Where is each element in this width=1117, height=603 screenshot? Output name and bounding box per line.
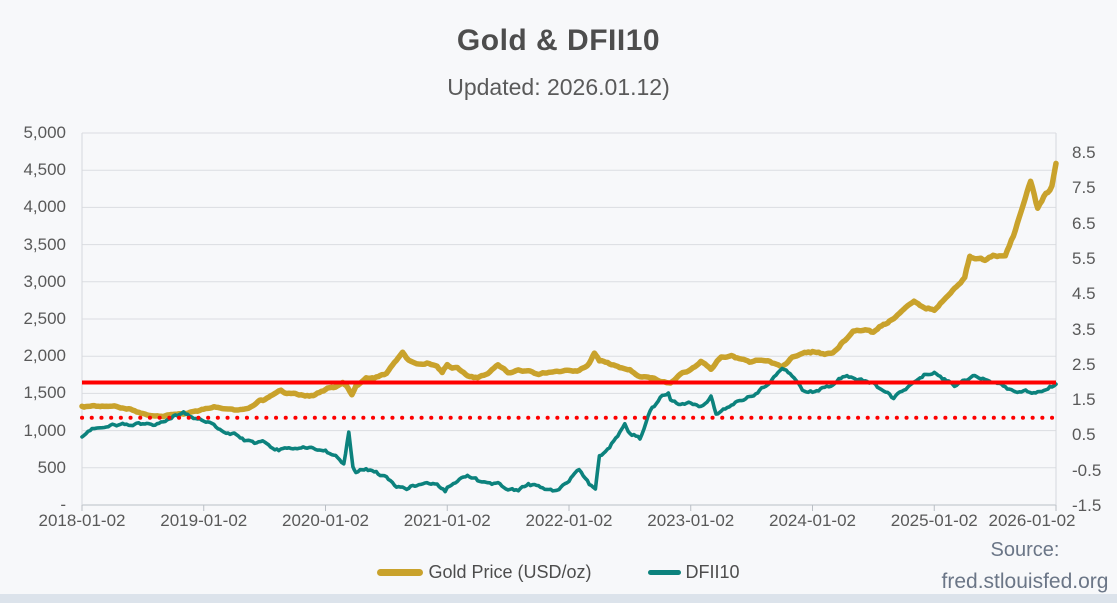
y-right-tick-label: 3.5 (1072, 319, 1096, 339)
x-axis-tick-label: 2025-01-02 (890, 511, 978, 530)
x-axis-tick-label: 2019-01-02 (160, 511, 248, 530)
y-right-tick-label: 1.5 (1072, 390, 1096, 410)
legend-label-dfii10: DFII10 (685, 562, 740, 582)
y-left-tick-label: 1,000 (23, 420, 66, 440)
dfii10-series-swatch (647, 570, 681, 575)
x-axis-tick-label: 2023-01-02 (647, 511, 735, 530)
y-left-tick-label: 500 (37, 457, 66, 477)
y-right-tick-label: 4.5 (1072, 284, 1096, 304)
y-left-tick-label: 5,000 (23, 123, 66, 142)
y-left-tick-label: 3,500 (23, 234, 66, 254)
source-label: Source: (990, 539, 1060, 561)
chart-legend: Gold Price (USD/oz) DFII10 (0, 562, 1117, 583)
y-left-tick-label: 4,000 (23, 197, 66, 217)
source-site: fred.stlouisfed.org (941, 570, 1109, 593)
y-right-tick-label: 8.5 (1072, 143, 1096, 162)
bottom-window-edge (0, 594, 1117, 603)
y-right-tick-label: -0.5 (1072, 460, 1102, 480)
y-right-tick-label: 7.5 (1072, 178, 1096, 198)
legend-item-gold: Gold Price (USD/oz) (377, 562, 592, 583)
source-attribution: Source: fred.stlouisfed.org (925, 538, 1117, 594)
chart-subtitle: Updated: 2026.01.12) (447, 74, 670, 100)
y-left-tick-label: 2,500 (23, 309, 66, 328)
y-left-tick-label: - (60, 495, 66, 514)
y-left-tick-label: 4,500 (23, 160, 66, 180)
legend-item-dfii10: DFII10 (647, 562, 740, 583)
y-left-tick-label: 1,500 (23, 383, 66, 403)
y-right-tick-label: -1.5 (1072, 496, 1102, 515)
x-axis-tick-label: 2021-01-02 (403, 511, 491, 530)
x-axis-tick-label: 2022-01-02 (525, 511, 613, 530)
chart-title: Gold & DFII10 (456, 24, 661, 57)
y-right-tick-label: 5.5 (1072, 248, 1096, 268)
x-axis-tick-label: 2024-01-02 (769, 511, 856, 530)
legend-label-gold: Gold Price (USD/oz) (428, 562, 592, 582)
y-left-tick-label: 3,000 (23, 271, 66, 291)
x-axis-tick-label: 2026-01-02 (988, 511, 1076, 530)
x-axis-tick-label: 2020-01-02 (282, 511, 369, 530)
y-right-tick-label: 0.5 (1072, 425, 1096, 445)
y-left-tick-label: 2,000 (23, 346, 66, 366)
gold-series-swatch (377, 569, 424, 576)
y-right-tick-label: 2.5 (1072, 354, 1096, 374)
x-axis-tick-label: 2018-01-02 (38, 511, 126, 530)
y-right-tick-label: 6.5 (1072, 213, 1096, 233)
